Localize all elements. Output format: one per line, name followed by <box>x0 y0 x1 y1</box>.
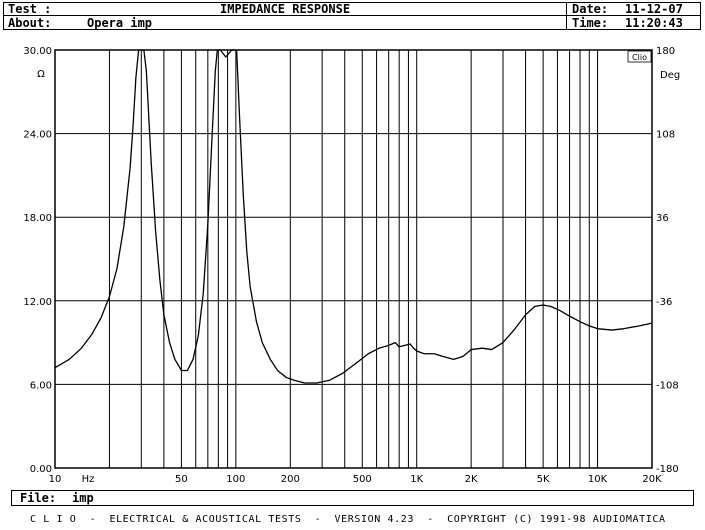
page-title: IMPEDANCE RESPONSE <box>220 2 351 16</box>
x-tick-label: 1K <box>410 474 423 485</box>
x-tick-label: 10K <box>588 474 608 485</box>
time-label: Time: <box>572 16 609 30</box>
y-axis-unit: Ω <box>37 69 45 80</box>
impedance-chart: 0.00 6.00 12.00 18.00 24.00 30.00 -180 -108 -36 3… <box>23 46 680 485</box>
x-tick-label: 2K <box>465 474 478 485</box>
y2-tick-label: -108 <box>656 380 679 391</box>
date-value: 11-12-07 <box>625 2 683 16</box>
footer-copyright: C L I O - ELECTRICAL & ACOUSTICAL TESTS … <box>30 514 666 525</box>
grid <box>54 49 653 469</box>
file-label: File: <box>20 491 57 505</box>
datetime-frame <box>566 2 701 30</box>
y-tick-label: 0.00 <box>30 464 52 475</box>
y2-tick-label: 108 <box>656 130 675 141</box>
header-divider <box>3 15 701 16</box>
x-tick-label: 10 <box>49 474 62 485</box>
x-tick-label: 50 <box>175 474 188 485</box>
x-axis-unit: Hz <box>82 474 95 485</box>
x-tick-label: 500 <box>353 474 372 485</box>
x-tick-label: 5K <box>537 474 550 485</box>
y-tick-label: 24.00 <box>23 130 52 141</box>
y2-tick-label: -36 <box>656 297 672 308</box>
y-tick-label: 18.00 <box>23 213 52 224</box>
about-value: Opera imp <box>87 16 153 30</box>
impedance-series <box>54 49 653 384</box>
test-label: Test : <box>8 2 52 16</box>
date-label: Date: <box>572 2 609 16</box>
y2-axis-unit: Deg <box>660 70 680 81</box>
time-value: 11:20:43 <box>625 16 683 30</box>
x-tick-label: 100 <box>226 474 245 485</box>
x-tick-label: 20K <box>642 474 662 485</box>
impedance-curve <box>54 49 653 384</box>
y-tick-label: 30.00 <box>23 46 52 57</box>
y2-tick-label: 36 <box>656 213 669 224</box>
y-tick-label: 6.00 <box>30 380 52 391</box>
file-bar <box>11 490 694 506</box>
plot-area-border <box>54 49 653 469</box>
y-tick-label: 12.00 <box>23 297 52 308</box>
y2-tick-label: 180 <box>656 46 675 57</box>
clio-badge: Clio <box>632 53 647 62</box>
clio-badge-box <box>627 50 652 63</box>
about-label: About: <box>8 16 52 30</box>
file-value: imp <box>72 491 94 505</box>
x-tick-label: 200 <box>281 474 300 485</box>
axis-labels: 0.00 6.00 12.00 18.00 24.00 30.00 -180 -108 -36 3… <box>23 46 680 485</box>
y2-tick-label: -180 <box>656 464 679 475</box>
